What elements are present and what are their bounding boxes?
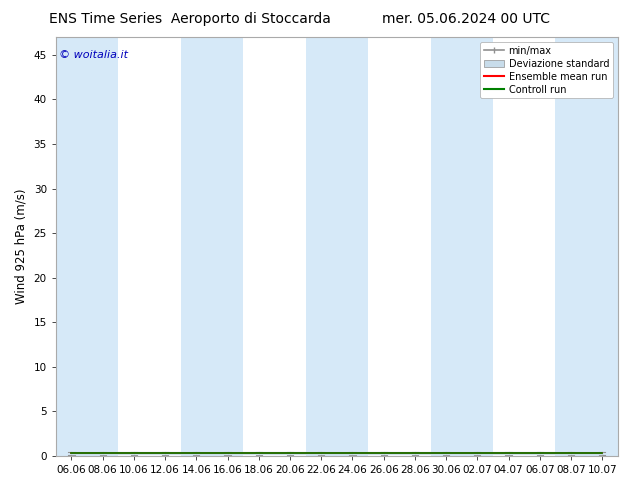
Bar xyxy=(181,37,243,456)
Bar xyxy=(306,37,368,456)
Bar xyxy=(56,37,119,456)
Text: mer. 05.06.2024 00 UTC: mer. 05.06.2024 00 UTC xyxy=(382,12,550,26)
Bar xyxy=(555,37,618,456)
Y-axis label: Wind 925 hPa (m/s): Wind 925 hPa (m/s) xyxy=(15,189,28,304)
Legend: min/max, Deviazione standard, Ensemble mean run, Controll run: min/max, Deviazione standard, Ensemble m… xyxy=(481,42,613,98)
Bar xyxy=(430,37,493,456)
Text: © woitalia.it: © woitalia.it xyxy=(58,49,127,60)
Text: ENS Time Series  Aeroporto di Stoccarda: ENS Time Series Aeroporto di Stoccarda xyxy=(49,12,331,26)
